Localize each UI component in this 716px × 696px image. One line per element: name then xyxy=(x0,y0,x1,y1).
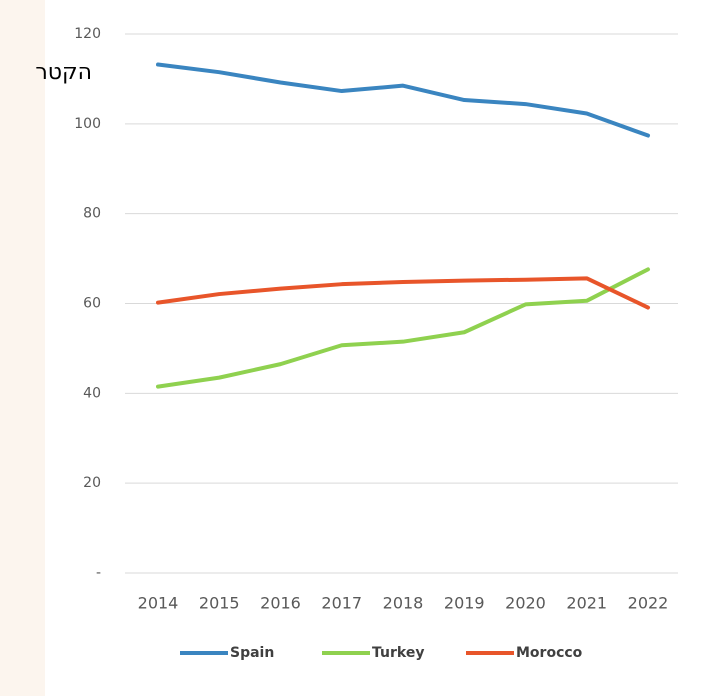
x-tick-label: 2015 xyxy=(199,594,240,613)
x-tick-label: 2022 xyxy=(628,594,669,613)
side-strip xyxy=(0,0,45,696)
series-line xyxy=(156,62,650,138)
y-tick-label: 60 xyxy=(83,296,101,312)
x-tick-label: 2016 xyxy=(260,594,301,613)
series-line xyxy=(156,267,650,389)
x-tick-label: 2017 xyxy=(321,594,362,613)
y-tick-label: 20 xyxy=(83,475,101,491)
series-line xyxy=(156,276,650,310)
y-tick-label: 40 xyxy=(83,385,101,401)
legend-label: Morocco xyxy=(516,645,583,661)
x-tick-label: 2021 xyxy=(566,594,607,613)
legend-label: Turkey xyxy=(372,645,424,661)
y-tick-label: 100 xyxy=(74,116,101,132)
y-tick-label: - xyxy=(96,565,101,581)
x-tick-label: 2020 xyxy=(505,594,546,613)
legend-label: Spain xyxy=(230,645,274,661)
y-tick-label: 80 xyxy=(83,206,101,222)
x-tick-label: 2019 xyxy=(444,594,485,613)
x-tick-label: 2014 xyxy=(138,594,179,613)
axis-title: הקטר xyxy=(35,60,92,85)
y-tick-label: 120 xyxy=(74,26,101,42)
x-tick-label: 2018 xyxy=(383,594,424,613)
